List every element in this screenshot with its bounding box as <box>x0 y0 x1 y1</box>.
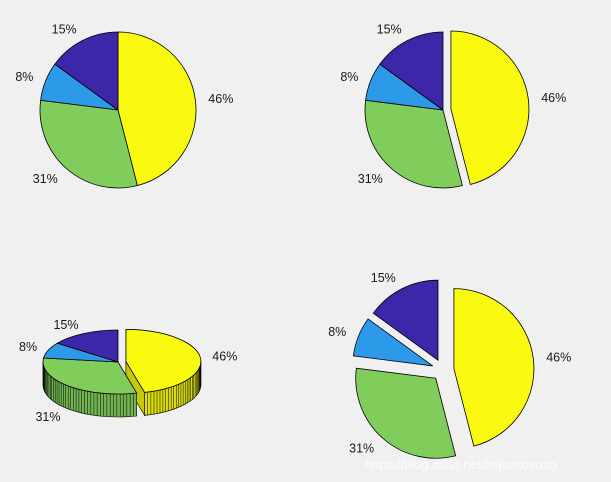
pie-label-slice-46pct: 46% <box>208 92 233 106</box>
pie-label-slice-8pct: 8% <box>328 325 346 339</box>
pie-wedge-slice-31pct <box>355 367 457 459</box>
pie-label-slice-31pct: 31% <box>358 172 383 186</box>
pie-label-slice-15pct: 15% <box>377 22 402 36</box>
pie-label-slice-15pct: 15% <box>52 22 77 36</box>
pie-chart-exploded-all: 46% 31% 8% 15% <box>328 271 571 459</box>
pie-label-slice-8pct: 8% <box>340 70 358 84</box>
pie-label-slice-46pct: 46% <box>541 91 566 105</box>
pie-wedge-slice-8pct <box>352 318 434 367</box>
pie-label-slice-31pct: 31% <box>33 172 58 186</box>
pie-wedge-slice-31pct <box>42 357 138 395</box>
pie-wedge-slice-31pct <box>39 99 138 189</box>
pie-wedge-slice-15pct <box>56 329 119 363</box>
pie-label-slice-8pct: 8% <box>15 70 33 84</box>
watermark-text: https://blog.csdn.net/bsjsosososo <box>365 457 557 472</box>
pie-label-slice-31pct: 31% <box>349 442 374 456</box>
pie-wedge-slice-46pct <box>450 30 530 186</box>
pie-wedge-slice-46pct <box>453 288 535 447</box>
pie-label-slice-46pct: 46% <box>212 350 237 364</box>
pie-wedge-slice-15pct <box>372 279 439 361</box>
pie-label-slice-46pct: 46% <box>546 351 571 365</box>
pie-wedge-slice-46pct <box>117 31 197 187</box>
pie-chart-3d: 46% 31% 8% 15% <box>19 318 237 424</box>
pie-label-slice-8pct: 8% <box>19 340 37 354</box>
pie-label-slice-15pct: 15% <box>53 318 78 332</box>
pie-wedge-slice-46pct <box>125 329 202 393</box>
pie-wedge-slice-31pct <box>364 99 463 189</box>
pie-label-slice-31pct: 31% <box>35 410 60 424</box>
pie-chart-exploded-one: 46% 31% 8% 15% <box>340 22 566 189</box>
pie-wedge-slice-15pct <box>54 31 119 111</box>
pie-label-slice-15pct: 15% <box>371 271 396 285</box>
pie-wedge-slice-15pct <box>379 31 444 111</box>
pie-chart-plain: 46% 31% 8% 15% <box>15 22 233 189</box>
